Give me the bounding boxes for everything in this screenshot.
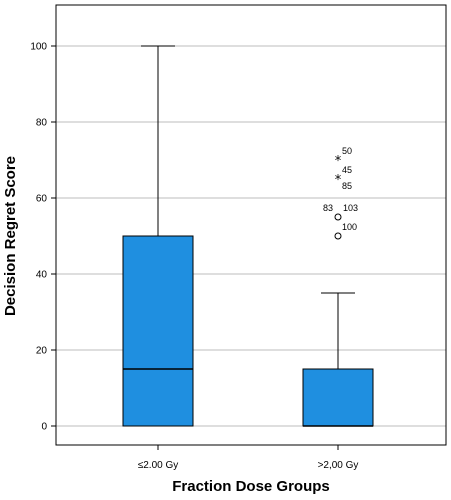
outlier-circle-1-3: [334, 232, 342, 240]
y-tick-label-20: 20: [36, 346, 48, 357]
plot-frame: [55, 4, 447, 446]
y-tick-label-60: 60: [36, 194, 48, 205]
x-tick-label-1: >2,00 Gy: [318, 460, 359, 471]
outlier-label-1-3-0: 100: [342, 222, 357, 232]
y-tick-label-40: 40: [36, 270, 48, 281]
box-0: [122, 235, 194, 427]
outlier-label-1-1-0: 45: [342, 165, 352, 175]
y-tick-label-80: 80: [36, 118, 48, 129]
outlier-label-1-1-1: 85: [342, 181, 352, 191]
outlier-label-1-0-0: 50: [342, 146, 352, 156]
x-tick-label-0: ≤2.00 Gy: [138, 460, 179, 471]
gridlines: [56, 45, 446, 427]
outlier-star-1-0: *: [335, 154, 342, 169]
boxes: [122, 45, 374, 427]
x-axis-title: Fraction Dose Groups: [172, 478, 330, 495]
y-tick-label-100: 100: [30, 42, 47, 53]
outlier-star-1-1: *: [335, 173, 342, 188]
y-axis-title: Decision Regret Score: [2, 156, 19, 316]
outlier-label-1-2-1: 103: [343, 203, 358, 213]
y-tick-label-0: 0: [41, 422, 47, 433]
outlier-label-1-2-0: 83: [323, 203, 333, 213]
outlier-circle-1-2: [334, 213, 342, 221]
box-1: [302, 368, 374, 427]
axes: 0 20 40 60 80 100 ≤2.00 Gy >2,00 Gy: [30, 4, 447, 471]
